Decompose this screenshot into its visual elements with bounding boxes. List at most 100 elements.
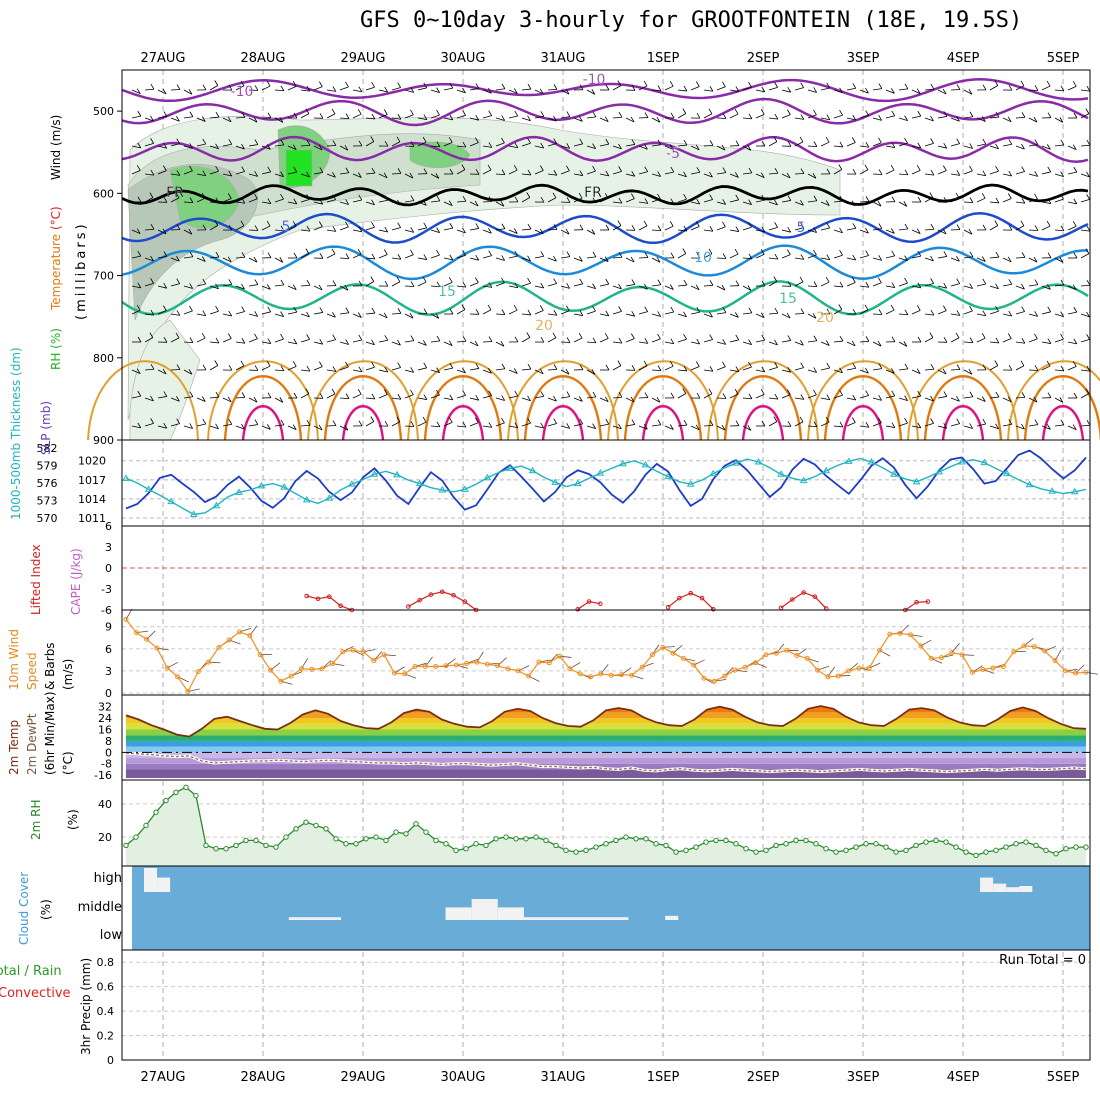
wind-marker xyxy=(319,666,325,672)
wind-barb xyxy=(677,284,687,287)
ylabel-wind-part: 10m Wind xyxy=(7,629,21,690)
wind-barb-flag xyxy=(995,337,1000,344)
wind-barb-flag xyxy=(1021,143,1025,150)
wind-barb xyxy=(898,88,908,91)
wind-barb-flag xyxy=(761,194,766,201)
wind-barb xyxy=(222,173,232,177)
wind-barb-flag xyxy=(1047,252,1052,258)
wind-barb xyxy=(287,341,297,345)
wind-barb xyxy=(586,201,597,204)
wind-barb-flag xyxy=(1021,252,1026,258)
wind-barb-flag xyxy=(436,227,440,233)
wind-barb xyxy=(521,397,531,402)
wind-barb-flag xyxy=(267,166,272,173)
wind-barb xyxy=(326,393,336,399)
wind-barb-flag xyxy=(423,168,428,174)
wind-barb xyxy=(833,309,842,315)
wind-barb-flag xyxy=(878,363,883,369)
wind-barb xyxy=(378,369,388,373)
wind-barb xyxy=(456,114,466,119)
date-label-bottom: 2SEP xyxy=(747,1070,780,1085)
thickness-marker xyxy=(890,470,898,477)
wind-barb-flag xyxy=(670,198,675,204)
rh-shading xyxy=(129,319,201,441)
wind-barb xyxy=(872,228,882,231)
wind-barb xyxy=(339,425,349,431)
wind-barb xyxy=(378,394,388,399)
wind-barb xyxy=(859,425,869,428)
wind-barb-flag xyxy=(241,143,245,150)
wind-barb-flag xyxy=(670,306,675,313)
wind-barb-flag xyxy=(592,165,596,172)
wind-barb xyxy=(508,425,518,429)
y-tick-label: 700 xyxy=(93,270,114,283)
wind-barb-flag xyxy=(644,424,648,430)
wind-barb-flag xyxy=(474,340,479,347)
wind-barb-flag xyxy=(735,280,740,286)
wind-barb-flag xyxy=(800,362,805,368)
wind-marker xyxy=(660,644,666,650)
wind-barb-flag xyxy=(904,169,909,175)
wind-barb xyxy=(313,425,323,431)
wind-barb-flag xyxy=(943,142,948,149)
wind-barb xyxy=(1067,425,1077,431)
wind-barb xyxy=(352,253,362,259)
wind-barb-flag xyxy=(735,366,740,372)
wind-barb xyxy=(833,229,843,234)
wind-barb-flag xyxy=(514,110,519,117)
rh-marker xyxy=(953,844,959,850)
wind-barb-flag xyxy=(617,80,622,86)
wind-barb-flag xyxy=(254,193,258,199)
wind-barb-flag xyxy=(241,166,245,172)
wind-barb xyxy=(430,145,441,148)
thickness-marker xyxy=(347,480,356,487)
wind-barb-flag xyxy=(982,170,987,176)
wind-barb xyxy=(924,142,934,147)
wind-barb-flag xyxy=(709,171,713,178)
wind-barb-flag xyxy=(956,396,960,402)
wind-barb xyxy=(807,145,818,148)
wind-barb xyxy=(508,145,518,149)
wind-barb-flag xyxy=(280,85,285,91)
wind-barb xyxy=(1067,311,1077,315)
wind-barb-flag xyxy=(709,280,714,286)
wind-barb xyxy=(157,170,167,175)
wind-barb xyxy=(235,365,245,371)
wind-barb-flag xyxy=(735,172,739,178)
wind-barb-flag xyxy=(150,309,155,316)
wind-barb-flag xyxy=(150,115,154,122)
wind-barb-flag xyxy=(657,193,661,200)
date-label-top: 2SEP xyxy=(747,51,780,66)
temperature-contour-25 xyxy=(623,375,703,441)
wind-barb xyxy=(326,199,336,203)
wind-barb xyxy=(430,173,440,179)
wind-barb xyxy=(950,257,960,262)
wind-barb xyxy=(235,396,246,399)
wind-barb xyxy=(287,225,297,231)
wind-barb xyxy=(287,201,297,205)
wind-barb-flag xyxy=(566,165,570,171)
wind-barb-flag xyxy=(800,254,805,260)
wind-barb-flag xyxy=(1046,80,1051,87)
wind-barb xyxy=(1041,341,1051,344)
wind-barb-flag xyxy=(826,362,831,369)
wind-barb xyxy=(755,253,765,259)
wind-barb xyxy=(924,313,934,316)
wind-barb xyxy=(560,89,570,95)
wind-barb xyxy=(586,285,596,290)
wind-barb-flag xyxy=(215,423,219,429)
wind-barb xyxy=(1028,397,1038,403)
wind-barb-flag xyxy=(150,278,154,284)
wind-barb xyxy=(365,117,375,120)
wind-barb-flag xyxy=(371,307,376,314)
wind-barb xyxy=(209,201,219,204)
wind-barb-flag xyxy=(761,420,766,427)
wind-barb xyxy=(638,311,648,315)
wind-barb xyxy=(1015,341,1025,344)
wind-barb-flag xyxy=(1060,139,1065,146)
wind-barb-flag xyxy=(592,143,596,149)
wind-barb-flag xyxy=(904,395,908,401)
wind-barb-flag xyxy=(735,140,740,146)
wind-barb-flag xyxy=(748,339,752,345)
wind-barb xyxy=(664,425,674,430)
